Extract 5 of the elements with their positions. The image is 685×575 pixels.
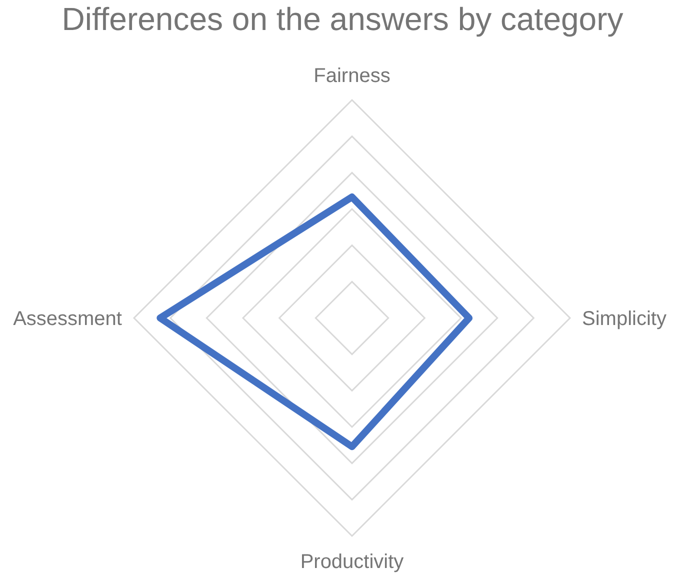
spoke-label: Fairness (314, 65, 390, 87)
chart-title: Differences on the answers by category (62, 1, 624, 37)
spoke-label: Productivity (300, 551, 404, 573)
spoke-label: Assessment (13, 308, 122, 330)
spoke-label: Simplicity (582, 308, 666, 330)
